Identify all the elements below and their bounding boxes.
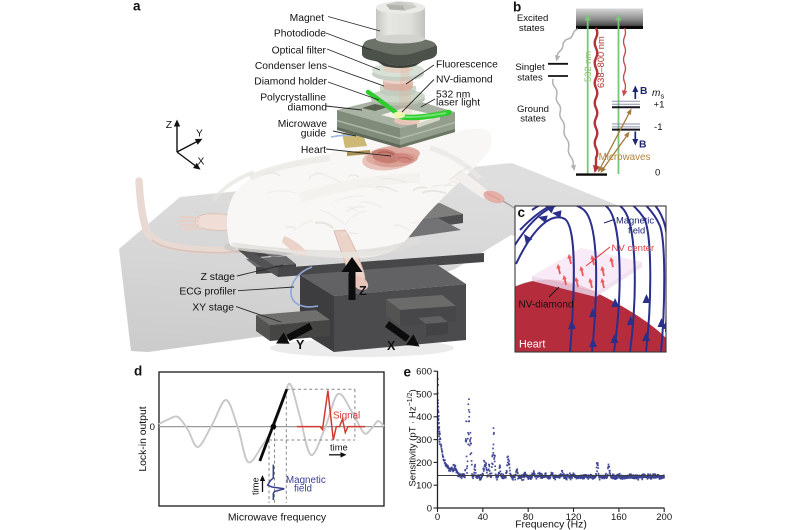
svg-text:100: 100 bbox=[416, 481, 432, 492]
svg-text:Microwaves: Microwaves bbox=[599, 152, 651, 163]
svg-text:0: 0 bbox=[150, 422, 155, 433]
svg-text:Condenser lens: Condenser lens bbox=[255, 61, 327, 72]
svg-text:Heart: Heart bbox=[301, 145, 326, 156]
svg-text:Microwave: Microwave bbox=[278, 119, 327, 130]
svg-text:Signal: Signal bbox=[333, 410, 360, 421]
svg-text:40: 40 bbox=[478, 512, 489, 523]
svg-text:532 nm: 532 nm bbox=[436, 89, 470, 100]
svg-text:diamond: diamond bbox=[288, 102, 328, 113]
svg-text:Z: Z bbox=[166, 120, 172, 131]
svg-text:field: field bbox=[294, 484, 312, 495]
svg-text:e: e bbox=[404, 365, 412, 380]
svg-text:X: X bbox=[198, 157, 205, 168]
svg-text:Sensitivity (pT · Hz−1/2): Sensitivity (pT · Hz−1/2) bbox=[407, 389, 418, 486]
svg-text:Heart: Heart bbox=[519, 339, 545, 351]
svg-text:Singlet: Singlet bbox=[515, 62, 545, 73]
svg-text:field: field bbox=[628, 225, 645, 236]
svg-text:Fluorescence: Fluorescence bbox=[436, 59, 498, 70]
svg-text:Frequency (Hz): Frequency (Hz) bbox=[515, 519, 587, 530]
svg-text:160: 160 bbox=[611, 512, 627, 523]
svg-text:Photodiode: Photodiode bbox=[274, 28, 326, 39]
svg-text:Z: Z bbox=[359, 284, 367, 298]
svg-text:Ground: Ground bbox=[517, 104, 549, 115]
svg-text:638–800 nm: 638–800 nm bbox=[596, 36, 606, 88]
svg-text:400: 400 bbox=[416, 412, 432, 423]
svg-text:B: B bbox=[639, 140, 646, 151]
svg-text:80: 80 bbox=[523, 512, 534, 523]
svg-text:laser light: laser light bbox=[436, 98, 480, 109]
svg-text:Magnetic: Magnetic bbox=[286, 475, 326, 486]
svg-text:ECG profiler: ECG profiler bbox=[179, 287, 236, 298]
svg-text:states: states bbox=[517, 73, 543, 84]
svg-text:Microwave frequency: Microwave frequency bbox=[228, 513, 327, 524]
svg-text:Polycrystalline: Polycrystalline bbox=[260, 92, 326, 103]
svg-text:s: s bbox=[661, 91, 665, 100]
svg-text:Magnet: Magnet bbox=[290, 13, 324, 24]
svg-text:NV-diamond: NV-diamond bbox=[436, 75, 493, 86]
svg-text:NV center: NV center bbox=[612, 243, 655, 254]
svg-text:200: 200 bbox=[656, 512, 672, 523]
svg-text:Y: Y bbox=[296, 338, 305, 352]
svg-text:0: 0 bbox=[655, 168, 660, 179]
svg-text:NV-diamond: NV-diamond bbox=[519, 300, 574, 311]
svg-text:states: states bbox=[520, 114, 546, 125]
svg-text:c: c bbox=[518, 205, 526, 220]
svg-text:Excited: Excited bbox=[517, 13, 548, 24]
svg-text:0: 0 bbox=[427, 503, 432, 514]
svg-text:500: 500 bbox=[416, 389, 432, 400]
svg-text:Magnetic: Magnetic bbox=[616, 215, 654, 226]
svg-text:0: 0 bbox=[435, 512, 440, 523]
svg-text:B: B bbox=[640, 86, 647, 97]
svg-text:-1: -1 bbox=[654, 122, 663, 133]
svg-text:Optical filter: Optical filter bbox=[272, 45, 327, 56]
svg-text:states: states bbox=[519, 23, 545, 34]
svg-text:300: 300 bbox=[416, 435, 432, 446]
svg-text:time: time bbox=[330, 442, 348, 453]
svg-text:XY stage: XY stage bbox=[192, 303, 234, 314]
svg-text:200: 200 bbox=[416, 458, 432, 469]
svg-text:+1: +1 bbox=[654, 100, 665, 111]
svg-text:guide: guide bbox=[301, 129, 326, 140]
svg-text:120: 120 bbox=[566, 512, 582, 523]
svg-text:Z stage: Z stage bbox=[201, 272, 236, 283]
svg-text:a: a bbox=[133, 0, 141, 14]
svg-text:532 nm: 532 nm bbox=[583, 51, 593, 82]
svg-text:Diamond holder: Diamond holder bbox=[254, 77, 327, 88]
svg-text:b: b bbox=[513, 0, 521, 15]
svg-text:Y: Y bbox=[196, 129, 203, 140]
svg-text:Lock-in output: Lock-in output bbox=[138, 406, 149, 471]
svg-text:X: X bbox=[387, 339, 396, 353]
svg-text:m: m bbox=[652, 88, 660, 99]
svg-text:d: d bbox=[134, 364, 142, 379]
svg-text:time: time bbox=[250, 477, 261, 495]
svg-text:600: 600 bbox=[416, 367, 432, 378]
